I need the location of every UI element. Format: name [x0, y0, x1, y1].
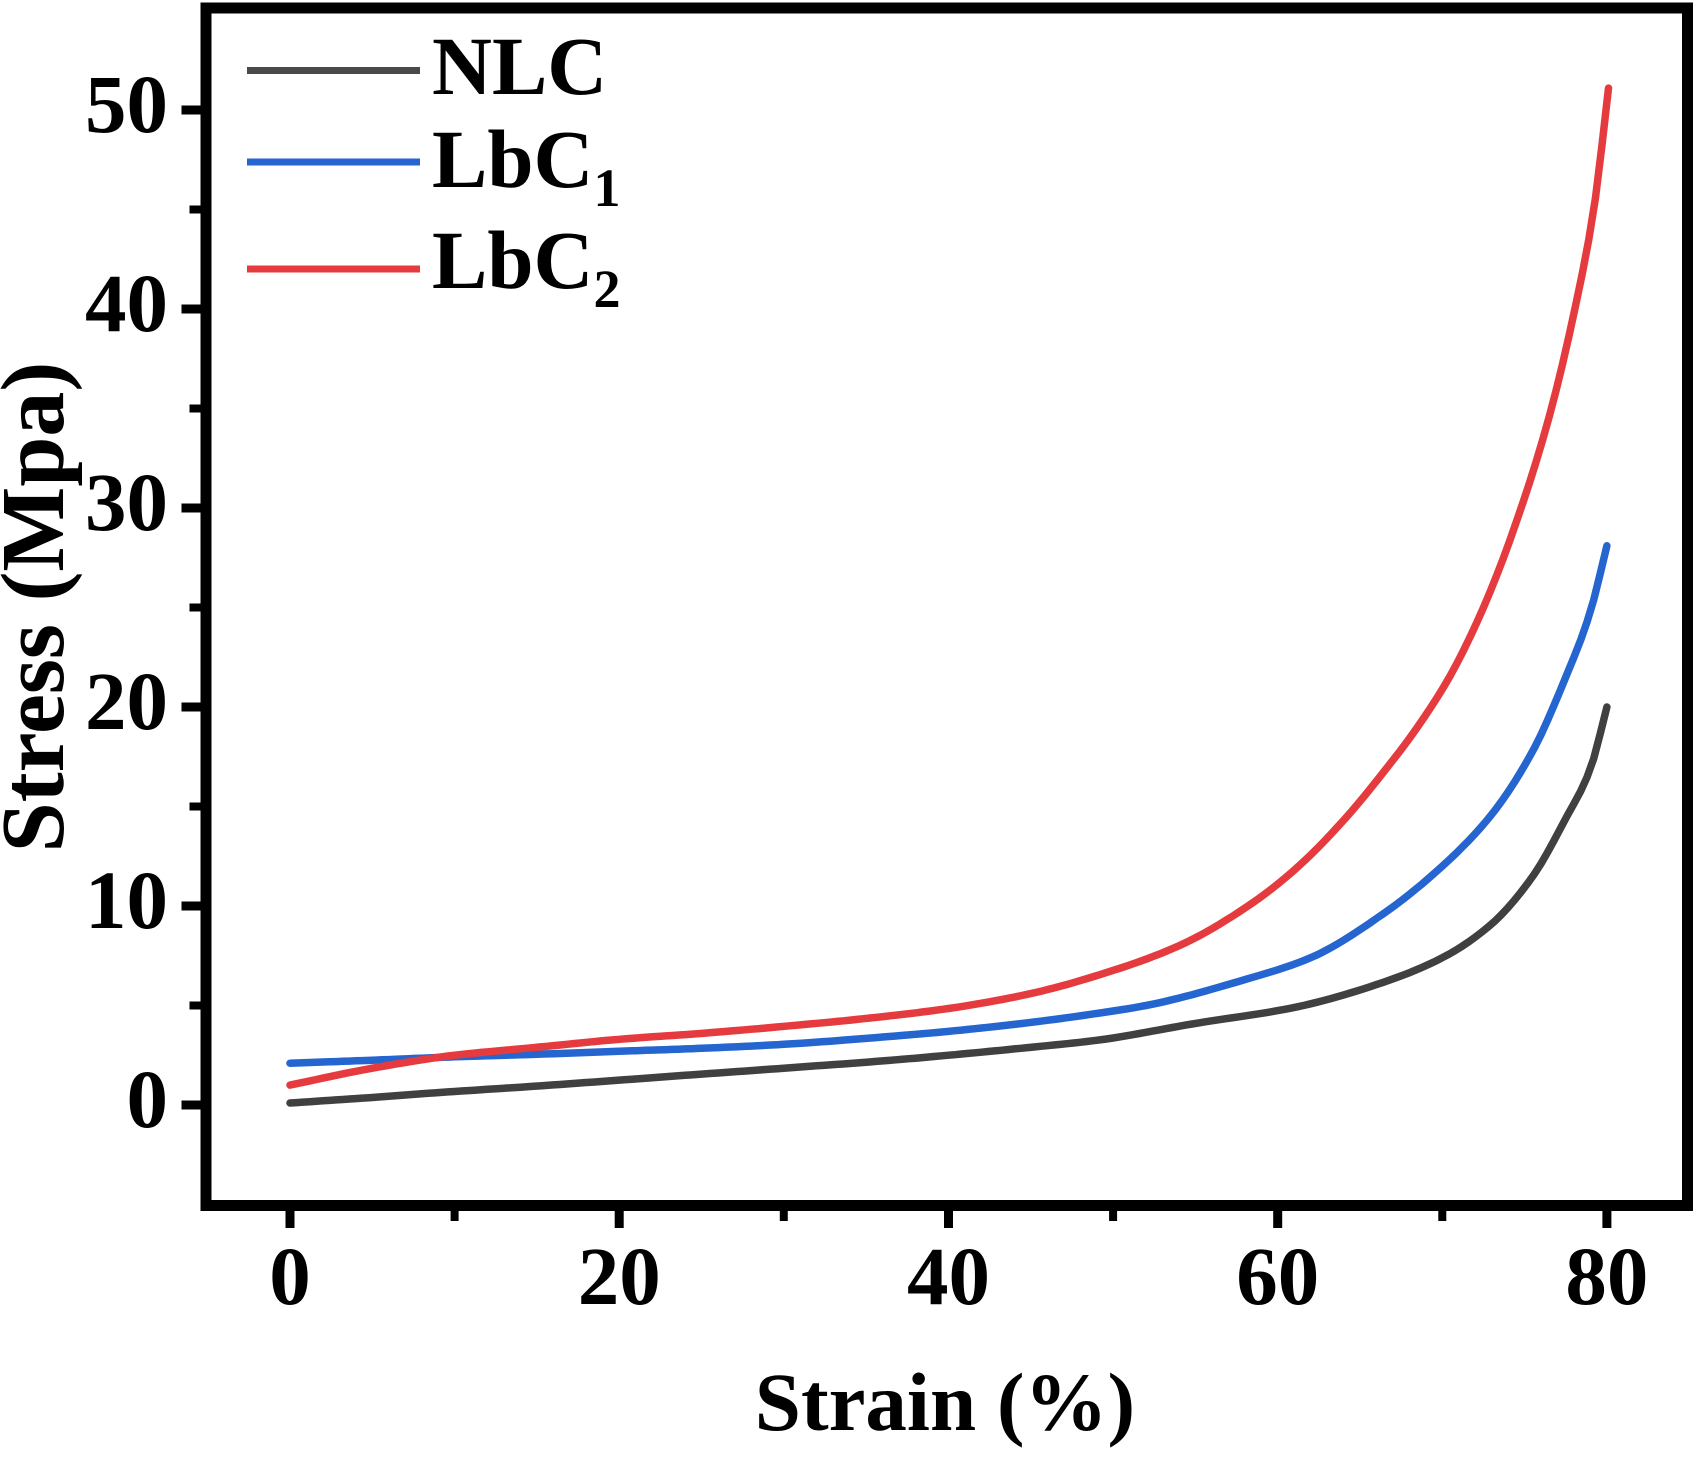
- svg-text:40: 40: [85, 257, 168, 349]
- svg-text:80: 80: [1565, 1230, 1648, 1322]
- svg-text:LbC1: LbC1: [432, 113, 620, 218]
- svg-text:60: 60: [1236, 1230, 1319, 1322]
- svg-text:0: 0: [127, 1053, 169, 1145]
- svg-text:Strain (%): Strain (%): [755, 1356, 1135, 1448]
- svg-text:NLC: NLC: [432, 20, 607, 112]
- svg-text:LbC2: LbC2: [432, 214, 620, 319]
- svg-text:40: 40: [907, 1230, 990, 1322]
- svg-text:20: 20: [578, 1230, 661, 1322]
- svg-text:Stress (Mpa): Stress (Mpa): [0, 362, 83, 853]
- svg-text:50: 50: [85, 58, 168, 150]
- svg-text:0: 0: [269, 1230, 311, 1322]
- svg-text:10: 10: [85, 854, 168, 946]
- svg-text:20: 20: [85, 655, 168, 747]
- svg-text:30: 30: [85, 456, 168, 548]
